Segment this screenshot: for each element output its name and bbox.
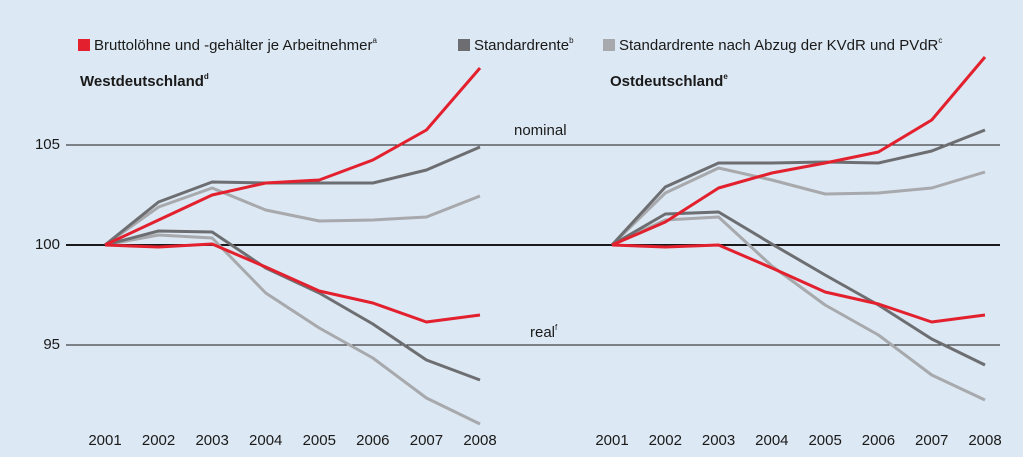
x-tick-label: 2004: [755, 432, 788, 449]
panel-title: Ostdeutschlande: [610, 72, 728, 90]
x-tick-label: 2003: [195, 432, 228, 449]
y-tick-label: 100: [35, 236, 60, 253]
line: [104, 186, 481, 247]
x-tick-label: 2002: [649, 432, 682, 449]
x-tick-label: 2001: [595, 432, 628, 449]
line: [104, 233, 481, 426]
line: [104, 242, 481, 324]
x-tick-label: 2005: [808, 432, 841, 449]
y-tick-label: 105: [35, 136, 60, 153]
line: [611, 210, 986, 367]
legend-label-main: Standardrente nach Abzug der KVdR und PV…: [619, 37, 939, 54]
line: [610, 128, 986, 247]
annotation: nominal: [514, 122, 567, 139]
legend-label-main: Bruttolöhne und -gehälter je Arbeitnehme…: [94, 37, 373, 54]
legend-swatch: [78, 39, 90, 51]
panel-title: Westdeutschlandd: [80, 72, 209, 90]
panel-title-sup: e: [723, 72, 728, 81]
annotation-sup: f: [555, 323, 558, 332]
x-tick-label: 2002: [142, 432, 175, 449]
legend-swatch: [458, 39, 470, 51]
line: [611, 56, 987, 247]
legend-swatch: [603, 39, 615, 51]
y-tick-label: 95: [43, 336, 60, 353]
annotation: realf: [530, 323, 558, 341]
legend-label: Bruttolöhne und -gehälter je Arbeitnehme…: [94, 36, 378, 54]
legend-label-main: Standardrente: [474, 37, 569, 54]
x-tick-label: 2006: [862, 432, 895, 449]
x-tick-label: 2006: [356, 432, 389, 449]
x-tick-label: 2007: [915, 432, 948, 449]
line: [611, 243, 986, 324]
panel-title-main: Westdeutschland: [80, 73, 204, 90]
x-tick-label: 2007: [410, 432, 443, 449]
annotation-main: real: [530, 324, 555, 341]
line: [611, 215, 986, 402]
legend-label-sup: b: [569, 36, 574, 45]
panel-title-sup: d: [204, 72, 209, 81]
x-tick-label: 2003: [702, 432, 735, 449]
legend-label-sup: c: [938, 36, 942, 45]
x-tick-label: 2008: [968, 432, 1001, 449]
line: [104, 67, 482, 247]
line: [104, 229, 481, 382]
x-tick-label: 2008: [463, 432, 496, 449]
x-tick-label: 2005: [303, 432, 336, 449]
panel-title-main: Ostdeutschland: [610, 73, 723, 90]
x-tick-label: 2004: [249, 432, 282, 449]
legend-label-sup: a: [373, 36, 378, 45]
legend-label: Standardrenteb: [474, 36, 574, 54]
line: [610, 166, 986, 247]
x-tick-label: 2001: [88, 432, 121, 449]
legend-label: Standardrente nach Abzug der KVdR und PV…: [619, 36, 942, 54]
